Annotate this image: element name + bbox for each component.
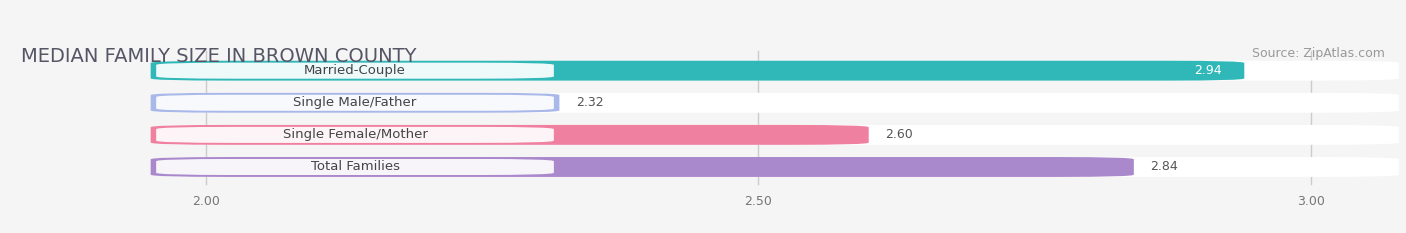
Text: Single Male/Father: Single Male/Father	[294, 96, 416, 109]
FancyBboxPatch shape	[156, 63, 554, 79]
Text: Total Families: Total Families	[311, 161, 399, 174]
Text: 2.60: 2.60	[886, 128, 912, 141]
FancyBboxPatch shape	[150, 93, 560, 113]
FancyBboxPatch shape	[150, 125, 869, 145]
FancyBboxPatch shape	[156, 159, 554, 175]
FancyBboxPatch shape	[150, 93, 1399, 113]
FancyBboxPatch shape	[150, 157, 1133, 177]
Text: 2.32: 2.32	[576, 96, 603, 109]
Text: 2.84: 2.84	[1150, 161, 1178, 174]
FancyBboxPatch shape	[150, 125, 1399, 145]
Text: Source: ZipAtlas.com: Source: ZipAtlas.com	[1253, 47, 1385, 60]
Text: 2.94: 2.94	[1195, 64, 1222, 77]
Text: Single Female/Mother: Single Female/Mother	[283, 128, 427, 141]
FancyBboxPatch shape	[156, 127, 554, 143]
FancyBboxPatch shape	[150, 61, 1399, 81]
FancyBboxPatch shape	[150, 61, 1244, 81]
FancyBboxPatch shape	[150, 157, 1399, 177]
Text: MEDIAN FAMILY SIZE IN BROWN COUNTY: MEDIAN FAMILY SIZE IN BROWN COUNTY	[21, 47, 416, 66]
Text: Married-Couple: Married-Couple	[304, 64, 406, 77]
FancyBboxPatch shape	[156, 95, 554, 111]
